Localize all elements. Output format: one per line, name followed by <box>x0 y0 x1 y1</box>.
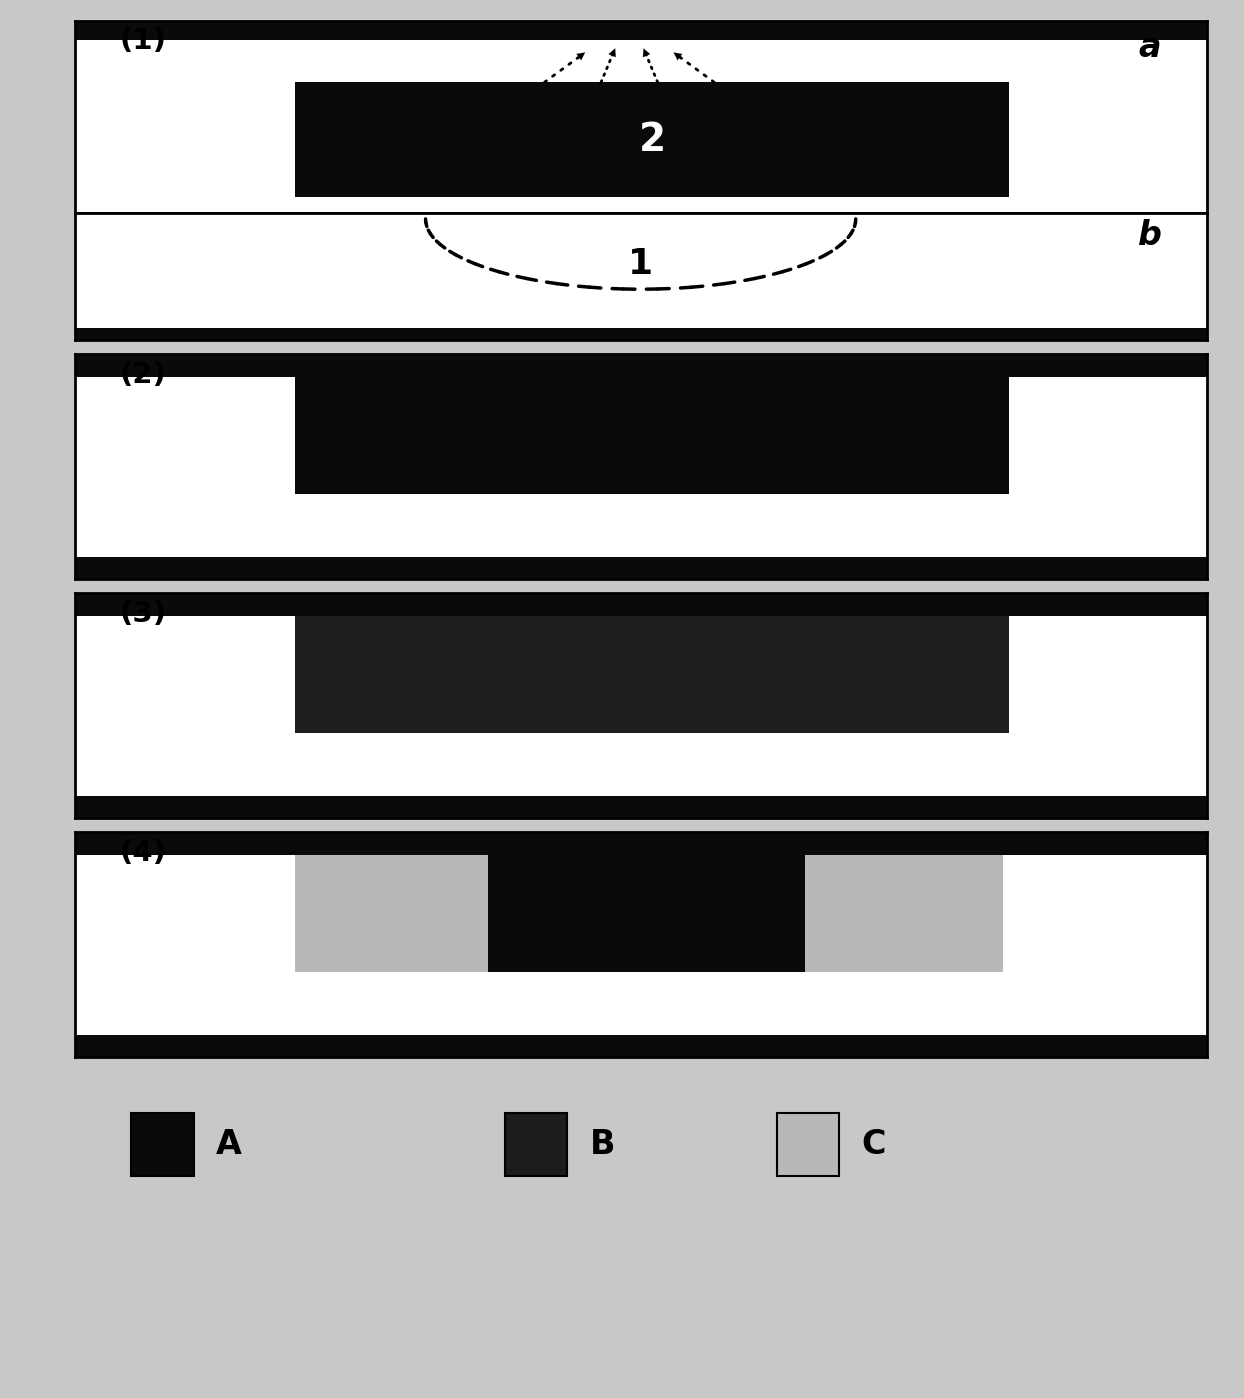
Bar <box>488 854 805 972</box>
Text: 1: 1 <box>628 246 653 281</box>
Bar <box>132 1113 194 1176</box>
Bar <box>75 832 1207 854</box>
Bar <box>75 795 1207 818</box>
Text: a: a <box>1140 31 1162 63</box>
Text: A: A <box>216 1128 243 1160</box>
Bar <box>505 1113 567 1176</box>
Text: 2: 2 <box>638 120 666 159</box>
Text: (4): (4) <box>119 839 167 867</box>
Bar <box>295 377 1009 493</box>
Text: b: b <box>1137 219 1162 252</box>
Text: B: B <box>590 1128 616 1160</box>
Bar <box>75 593 1207 615</box>
Bar <box>75 327 1207 340</box>
Bar <box>295 82 1009 197</box>
Text: (2): (2) <box>119 361 167 389</box>
Bar <box>295 854 488 972</box>
Bar <box>75 21 1207 41</box>
Bar <box>295 615 1009 733</box>
Bar <box>75 556 1207 579</box>
Bar <box>776 1113 838 1176</box>
Bar <box>75 1035 1207 1057</box>
Bar <box>75 354 1207 377</box>
Text: C: C <box>861 1128 886 1160</box>
Text: (3): (3) <box>119 600 167 628</box>
Bar <box>805 854 1003 972</box>
Text: (1): (1) <box>119 27 167 55</box>
